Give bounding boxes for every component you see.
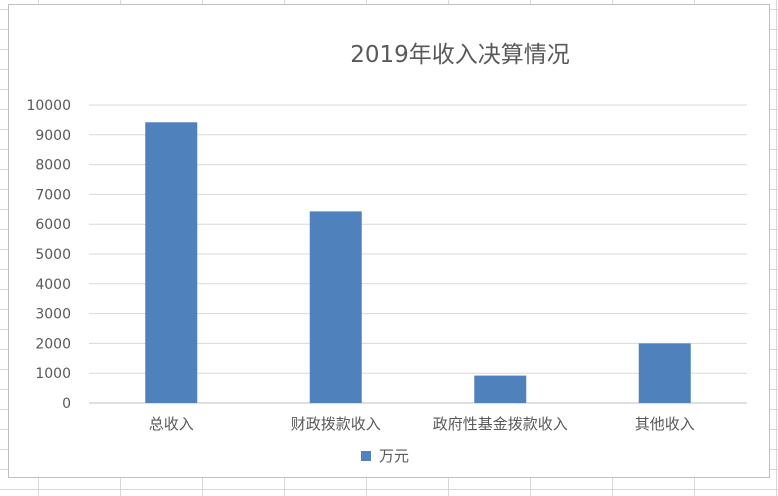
legend: 万元 [361, 445, 409, 466]
legend-swatch [361, 450, 371, 461]
bar-chart-plot: 0 1000 2000 3000 4000 5000 6000 7000 8000 9000 100… [26, 98, 747, 433]
y-tick-label: 0 [62, 396, 71, 412]
bar[interactable] [145, 122, 198, 403]
x-tick-label: 财政拨款收入 [291, 415, 381, 433]
x-tick-label: 政府性基金拨款收入 [433, 415, 568, 433]
chart-frame[interactable]: 2019年收入决算情况 0 1000 2000 3000 4000 5000 6000 700… [8, 4, 770, 478]
y-tick-label: 4000 [35, 277, 71, 293]
y-tick-label: 6000 [35, 217, 71, 233]
bar[interactable] [309, 211, 362, 403]
x-tick-label: 其他收入 [635, 415, 695, 433]
bar[interactable] [474, 375, 527, 403]
y-tick-label: 7000 [35, 187, 71, 203]
y-tick-label: 5000 [35, 247, 71, 263]
legend-label: 万元 [379, 447, 410, 465]
x-tick-label: 总收入 [149, 415, 194, 433]
y-tick-label: 9000 [35, 128, 71, 144]
chart-title: 2019年收入决算情况 [350, 42, 570, 68]
y-tick-label: 8000 [35, 158, 71, 174]
y-tick-label: 10000 [26, 98, 71, 114]
y-tick-label: 1000 [35, 366, 71, 382]
bar[interactable] [638, 343, 691, 403]
y-tick-label: 3000 [35, 307, 71, 323]
y-tick-label: 2000 [35, 336, 71, 352]
